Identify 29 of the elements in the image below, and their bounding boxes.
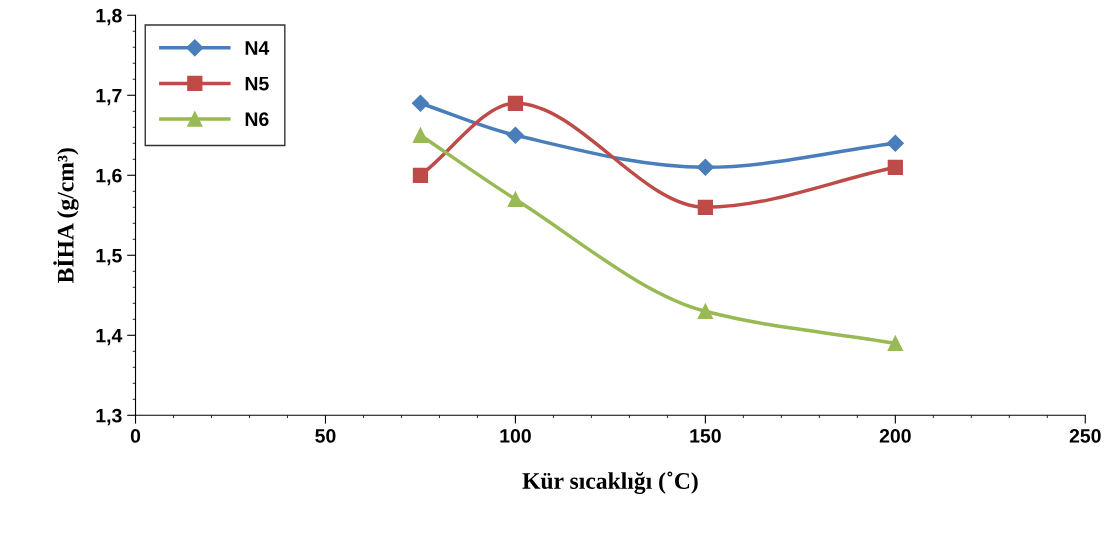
x-axis-title: Kür sıcaklığı (˚C): [522, 471, 698, 494]
x-tick-label: 50: [315, 429, 336, 443]
point: [507, 95, 524, 111]
x-tick-label: 200: [879, 429, 911, 443]
point: [411, 94, 430, 112]
point: [697, 199, 714, 215]
legend-label: N4: [245, 41, 270, 55]
y-tick-label: 1,8: [96, 8, 122, 26]
point: [412, 167, 429, 183]
point: [887, 159, 903, 175]
point: [507, 191, 524, 207]
y-axis-title: BİHA (g/cm³): [53, 148, 79, 284]
y-tick-label: 1,3: [96, 408, 122, 426]
x-tick-label: 0: [130, 429, 141, 443]
legend-label: N6: [245, 112, 269, 127]
x-tick-label: 100: [500, 429, 531, 443]
x-tick-label: 150: [690, 429, 721, 443]
legend-label: N5: [245, 76, 269, 91]
point: [696, 158, 714, 176]
point: [887, 335, 903, 351]
point: [506, 126, 524, 144]
point: [412, 127, 429, 143]
y-tick-label: 1,6: [96, 168, 122, 186]
y-tick-label: 1,4: [96, 328, 123, 346]
point: [886, 134, 904, 152]
y-tick-label: 1,7: [96, 88, 122, 106]
y-tick-label: 1,5: [96, 248, 122, 266]
x-tick-label: 250: [1069, 429, 1101, 443]
point: [697, 303, 714, 319]
